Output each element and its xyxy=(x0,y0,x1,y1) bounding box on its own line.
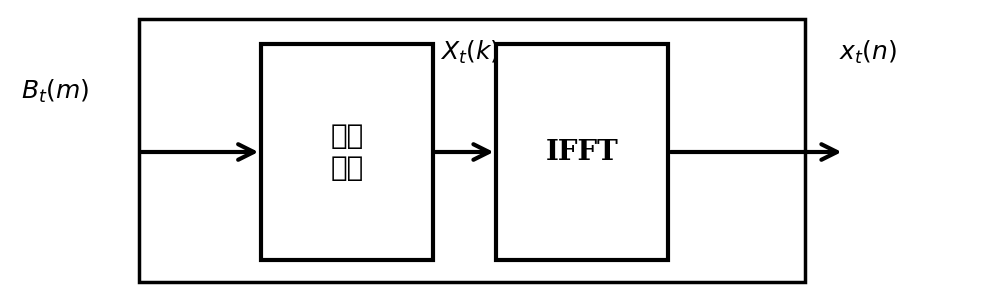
Text: IFFT: IFFT xyxy=(546,139,618,165)
Bar xyxy=(261,43,433,261)
Text: 四相
调制: 四相 调制 xyxy=(330,122,364,182)
Text: $\mathit{x}_{\mathit{t}}\mathit{(n)}$: $\mathit{x}_{\mathit{t}}\mathit{(n)}$ xyxy=(839,39,897,66)
Text: $\mathit{X}_{\mathit{t}}\mathit{(k)}$: $\mathit{X}_{\mathit{t}}\mathit{(k)}$ xyxy=(439,39,499,66)
Bar xyxy=(139,19,805,282)
Bar xyxy=(496,43,667,261)
Text: $\mathit{B}_{\mathit{t}}\mathit{(m)}$: $\mathit{B}_{\mathit{t}}\mathit{(m)}$ xyxy=(21,78,89,105)
